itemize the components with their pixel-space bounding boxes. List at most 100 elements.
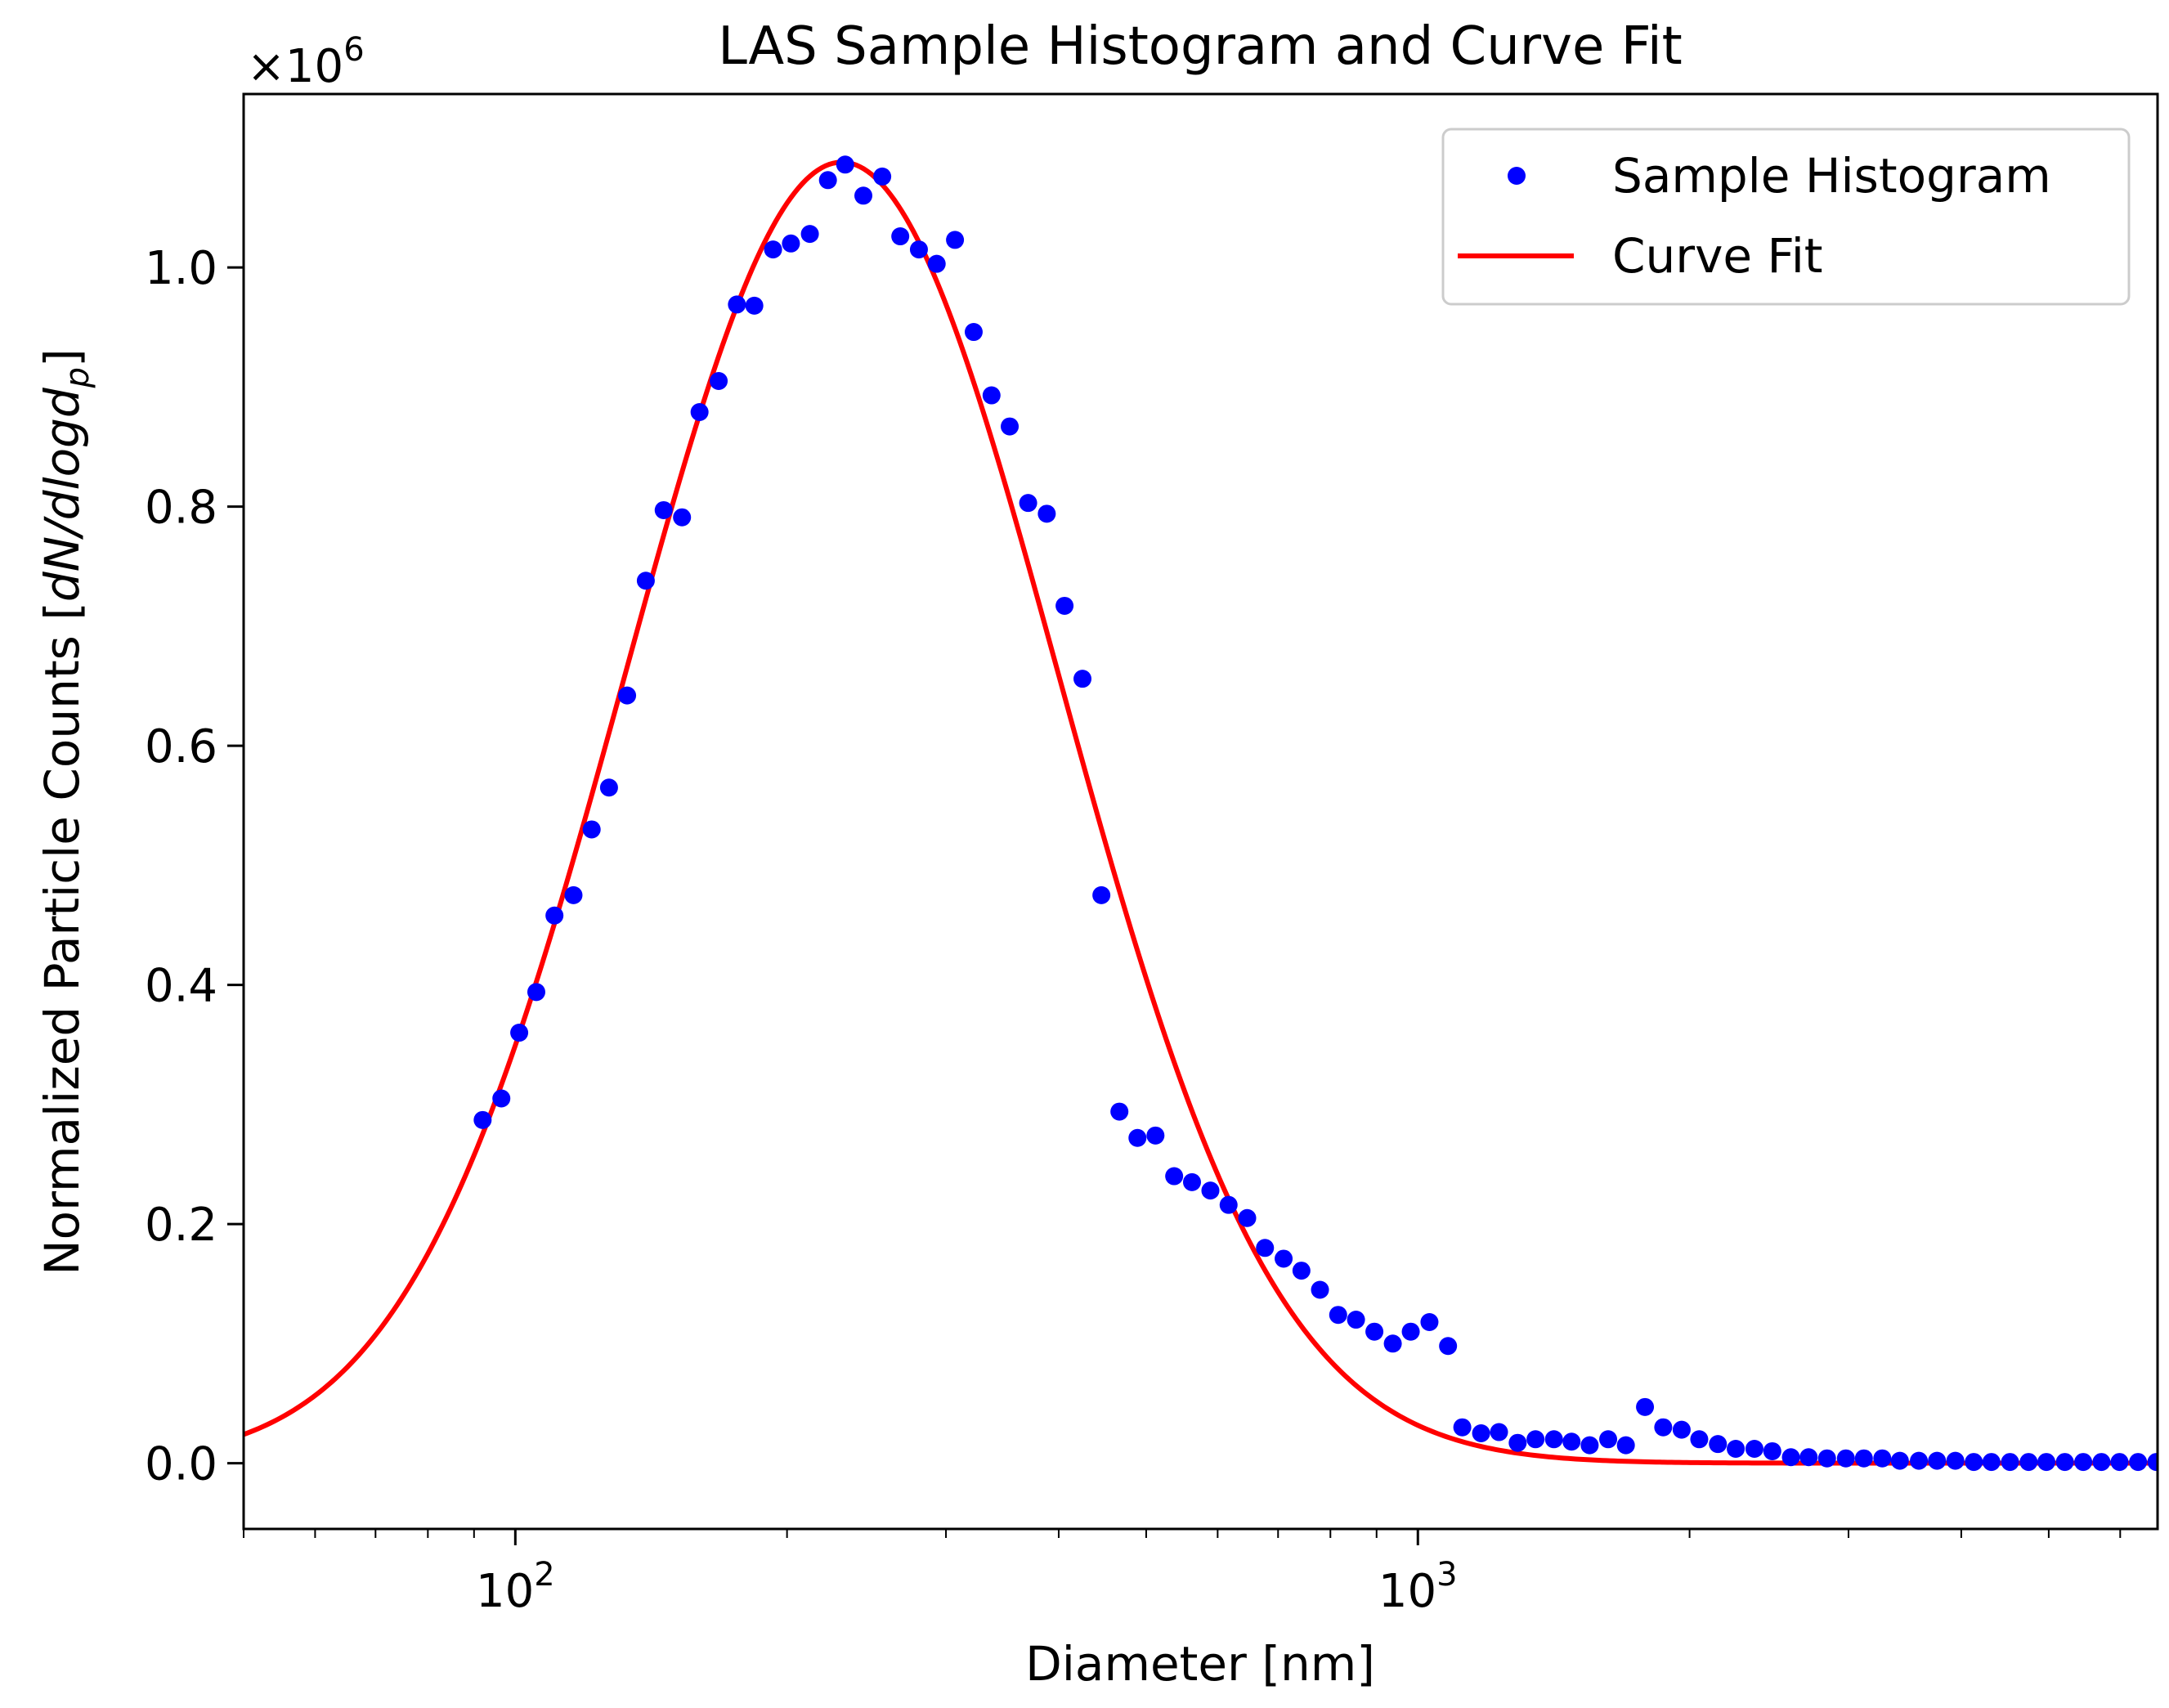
x-tick-label: 102 [476,1556,555,1618]
histogram-point [492,1089,511,1108]
histogram-point [1110,1102,1129,1121]
histogram-point [1599,1430,1618,1449]
legend: Sample Histogram Curve Fit [1441,128,2131,306]
histogram-point [1238,1208,1257,1227]
histogram-point [545,906,564,925]
histogram-point [1727,1440,1746,1459]
y-tick-label: 0.4 [145,960,217,1013]
histogram-point [1781,1448,1800,1467]
histogram-point [1910,1451,1929,1470]
histogram-point [745,296,764,315]
histogram-point [1292,1262,1311,1280]
histogram-point [836,155,854,174]
histogram-point [510,1024,529,1042]
histogram-point [1146,1126,1165,1145]
histogram-point [891,227,910,246]
histogram-point [1128,1128,1147,1147]
histogram-point [599,778,618,797]
histogram-point [1965,1453,1983,1472]
histogram-point [1472,1424,1490,1442]
curve-fit-line [244,159,2158,1466]
histogram-point [1946,1451,1965,1470]
histogram-point [1654,1418,1673,1437]
histogram-point [1709,1435,1728,1454]
histogram-point [1073,670,1092,688]
histogram-point [1490,1423,1508,1441]
histogram-point [2129,1453,2148,1472]
y-tick-label: 0.8 [145,482,217,535]
histogram-point [2001,1453,2019,1472]
histogram-point [873,167,892,186]
histogram-point [1580,1436,1599,1455]
legend-box [1441,128,2131,306]
curve-layer [244,159,2158,1466]
y-tick-label: 0.6 [145,720,217,773]
histogram-point [1616,1436,1635,1455]
histogram-point [2092,1453,2111,1472]
histogram-point [1383,1334,1402,1353]
histogram-point [1928,1451,1947,1470]
histogram-point [564,885,583,904]
histogram-point [964,323,983,342]
legend-label-curve-fit: Curve Fit [1612,228,1823,284]
legend-marker-sample-histogram [1508,167,1526,185]
histogram-point [2055,1453,2074,1472]
histogram-point [1526,1430,1545,1449]
histogram-point [1019,494,1037,513]
histogram-point [2110,1453,2129,1472]
x-tick-label: 103 [1378,1556,1458,1618]
y-multiplier: ×106 [247,31,365,93]
histogram-point [1836,1449,1855,1468]
histogram-point [728,295,746,314]
histogram-point [1672,1420,1691,1439]
histogram-point [1508,1433,1527,1452]
histogram-point [1763,1441,1781,1460]
histogram-point [1690,1430,1709,1449]
histogram-point [618,686,637,705]
histogram-point [927,254,946,273]
histogram-point [710,372,728,390]
histogram-point [1275,1249,1293,1268]
histogram-point [1982,1453,2001,1472]
legend-label-sample-histogram: Sample Histogram [1612,148,2051,204]
y-axis-ticks: 0.0 0.2 0.4 0.6 0.8 1.0 [145,242,244,1491]
histogram-point [1420,1312,1439,1331]
histogram-point [654,500,673,519]
histogram-point [2019,1453,2038,1472]
histogram-point [2147,1453,2158,1472]
histogram-point [690,403,709,422]
histogram-point [1636,1397,1655,1416]
histogram-point [1329,1306,1347,1325]
histogram-point [782,234,800,253]
histogram-point [1365,1322,1384,1341]
histogram-point [1817,1449,1836,1468]
histogram-point [1799,1448,1818,1467]
histogram-point [473,1110,492,1129]
histogram-point [982,386,1001,405]
histogram-point [1311,1280,1329,1299]
histogram-point [1439,1337,1458,1356]
histogram-point [818,171,837,190]
histogram-point [1347,1311,1365,1329]
histogram-point [1201,1181,1220,1200]
histogram-point [2074,1453,2093,1472]
histogram-point [1544,1430,1563,1449]
histogram-point [1182,1172,1201,1191]
histogram-point [1873,1449,1892,1468]
histogram-point [764,240,782,259]
y-tick-label: 1.0 [145,242,217,295]
histogram-point [673,508,692,527]
histogram-point [1453,1418,1472,1437]
histogram-point [854,186,873,205]
histogram-point [1001,417,1020,436]
x-axis-ticks: 102 103 [243,1529,2122,1618]
histogram-point [1092,885,1111,904]
x-axis-label: Diameter [nm] [1025,1636,1375,1692]
histogram-point [1165,1167,1184,1186]
histogram-point [1219,1195,1238,1214]
histogram-point [909,240,928,259]
chart-title: LAS Sample Histogram and Curve Fit [718,16,1682,77]
histogram-point [2037,1453,2056,1472]
histogram-point [1401,1322,1420,1341]
